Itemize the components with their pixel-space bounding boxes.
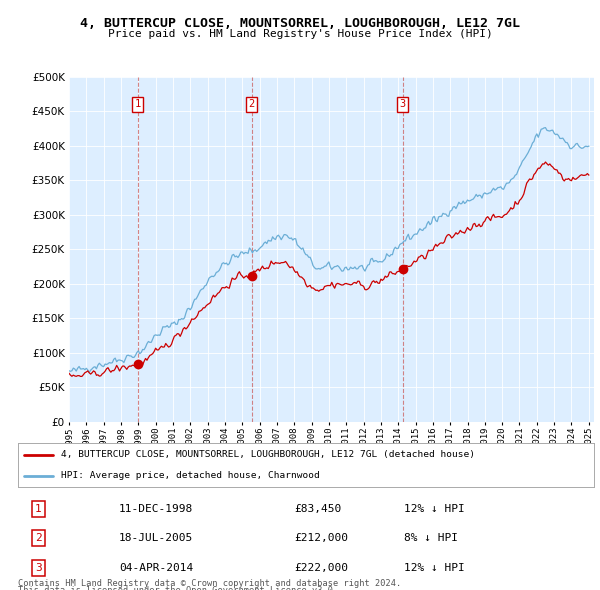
Text: 4, BUTTERCUP CLOSE, MOUNTSORREL, LOUGHBOROUGH, LE12 7GL: 4, BUTTERCUP CLOSE, MOUNTSORREL, LOUGHBO… xyxy=(80,17,520,30)
Text: This data is licensed under the Open Government Licence v3.0.: This data is licensed under the Open Gov… xyxy=(18,586,338,590)
Text: 8% ↓ HPI: 8% ↓ HPI xyxy=(404,533,458,543)
Text: Price paid vs. HM Land Registry's House Price Index (HPI): Price paid vs. HM Land Registry's House … xyxy=(107,29,493,39)
Text: 2: 2 xyxy=(248,99,255,109)
Text: 12% ↓ HPI: 12% ↓ HPI xyxy=(404,504,464,514)
Text: Contains HM Land Registry data © Crown copyright and database right 2024.: Contains HM Land Registry data © Crown c… xyxy=(18,579,401,588)
Text: 04-APR-2014: 04-APR-2014 xyxy=(119,563,193,573)
Text: 11-DEC-1998: 11-DEC-1998 xyxy=(119,504,193,514)
Text: £83,450: £83,450 xyxy=(295,504,342,514)
Text: 18-JUL-2005: 18-JUL-2005 xyxy=(119,533,193,543)
Text: HPI: Average price, detached house, Charnwood: HPI: Average price, detached house, Char… xyxy=(61,471,320,480)
Text: 4, BUTTERCUP CLOSE, MOUNTSORREL, LOUGHBOROUGH, LE12 7GL (detached house): 4, BUTTERCUP CLOSE, MOUNTSORREL, LOUGHBO… xyxy=(61,450,475,460)
Text: 1: 1 xyxy=(35,504,41,514)
Text: 3: 3 xyxy=(35,563,41,573)
Text: £212,000: £212,000 xyxy=(295,533,349,543)
Text: 1: 1 xyxy=(134,99,141,109)
Text: £222,000: £222,000 xyxy=(295,563,349,573)
Text: 2: 2 xyxy=(35,533,41,543)
Text: 12% ↓ HPI: 12% ↓ HPI xyxy=(404,563,464,573)
Text: 3: 3 xyxy=(400,99,406,109)
